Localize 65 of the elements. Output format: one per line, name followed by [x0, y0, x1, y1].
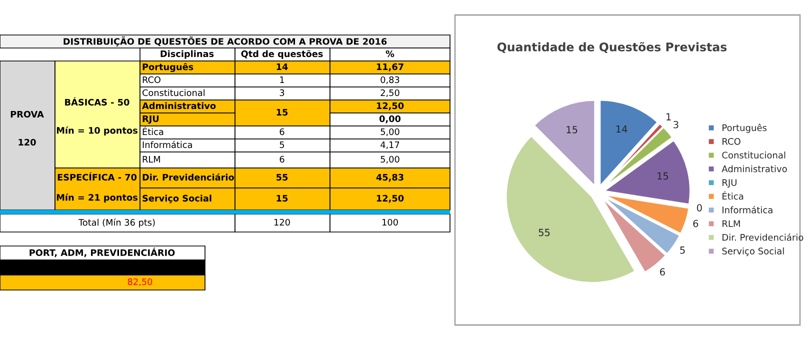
- legend-label: Ética: [722, 191, 744, 200]
- data-label: 3: [674, 120, 678, 128]
- legend-label: Administrativo: [722, 165, 787, 172]
- data-label: 15: [658, 172, 668, 180]
- text: PORT, ADM, PREVIDENCIÁRIO: [30, 248, 175, 258]
- text: 0,00: [379, 115, 401, 124]
- text: 2,50: [380, 89, 400, 97]
- data-label: 1: [666, 113, 671, 120]
- text: Português: [142, 62, 194, 72]
- legend-label: Constitucional: [722, 152, 786, 159]
- legend-label: RJU: [722, 179, 736, 188]
- data-label: 6: [660, 268, 665, 276]
- text: 5,00: [380, 156, 400, 164]
- data-label: 14: [616, 125, 628, 133]
- text: DISTRIBUIÇÃO DE QUESTÕES DE ACORDO COM A PROVA DE 2016: [64, 36, 387, 46]
- text: 12,50: [376, 102, 404, 110]
- data-label: 5: [680, 246, 685, 254]
- text: 82,50: [128, 278, 152, 286]
- text: 120: [18, 138, 36, 146]
- text: 55: [276, 174, 288, 181]
- legend-label: RLM: [722, 220, 740, 227]
- text: Administrativo: [142, 102, 216, 110]
- legend-label: RCO: [722, 138, 740, 145]
- legend-label: Dir. Previdenciário: [722, 233, 804, 241]
- text: Qtd de questões: [241, 50, 323, 59]
- data-label: 15: [566, 126, 578, 134]
- text: Ética: [142, 126, 164, 136]
- text: RJU: [142, 115, 159, 124]
- text: 15: [276, 108, 288, 116]
- legend-label: Serviço Social: [722, 247, 784, 256]
- text: Disciplinas: [160, 50, 214, 59]
- text: 3: [280, 89, 284, 96]
- text: 5: [280, 141, 284, 148]
- data-label: 55: [538, 228, 550, 236]
- text: BÁSICAS - 50: [65, 97, 130, 106]
- text: 6: [280, 156, 284, 163]
- text: Constitucional: [142, 89, 204, 96]
- text: 6: [280, 128, 284, 136]
- text: 0,83: [380, 76, 400, 84]
- text: Serviço Social: [142, 194, 212, 204]
- text: RLM: [142, 156, 160, 162]
- data-label: 6: [693, 220, 698, 228]
- text: RCO: [142, 76, 160, 84]
- text: 45,83: [376, 174, 404, 182]
- text: Mín = 10 pontos: [56, 126, 138, 136]
- text: Informática: [142, 140, 192, 148]
- text: Mín = 21 pontos: [56, 194, 138, 202]
- text: 11,67: [376, 63, 404, 72]
- text: 15: [276, 194, 288, 202]
- legend-label: Informática: [722, 206, 772, 214]
- text: ESPECÍFICA - 70: [58, 172, 137, 181]
- text: 1: [280, 76, 284, 83]
- text: 12,50: [376, 194, 404, 203]
- text: 0: [696, 204, 702, 212]
- text: 4,17: [380, 141, 400, 149]
- text: %: [386, 50, 394, 58]
- text: Total (Mín 36 pts): [78, 218, 155, 228]
- text: PROVA: [10, 110, 44, 118]
- legend-label: Português: [722, 124, 767, 133]
- text: 5,00: [380, 128, 400, 136]
- chart-title: Quantidade de Questões Previstas: [497, 42, 727, 53]
- text: Dir. Previdenciário: [142, 173, 234, 181]
- text: 100: [382, 218, 398, 226]
- text: 120: [274, 218, 290, 226]
- text: 14: [276, 63, 288, 70]
